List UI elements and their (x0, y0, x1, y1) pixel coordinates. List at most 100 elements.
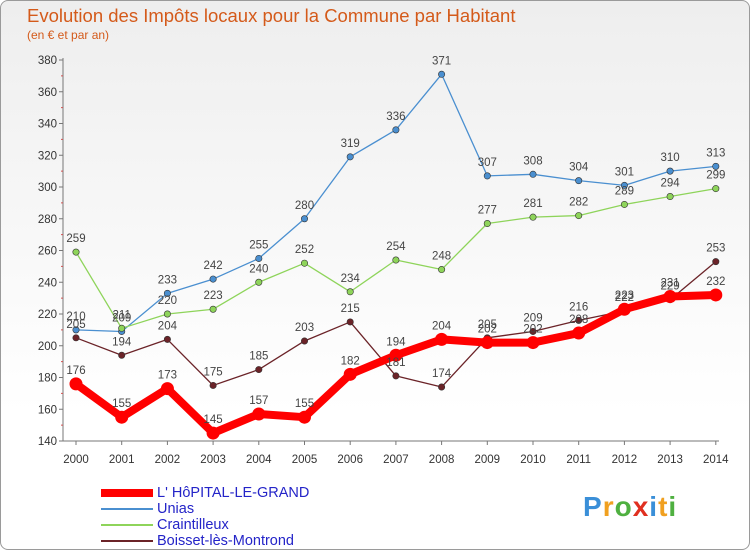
data-point (206, 426, 220, 440)
logo-letter: x (632, 491, 650, 522)
data-label: 215 (341, 303, 360, 315)
series-l-h-pital-le-grand (69, 288, 723, 440)
data-point (392, 126, 400, 134)
data-point (300, 215, 308, 223)
data-point (346, 318, 354, 326)
data-label: 205 (66, 319, 85, 331)
data-label: 208 (569, 314, 588, 326)
data-point (252, 407, 266, 421)
x-tick-label: 2008 (429, 454, 455, 466)
data-point (438, 70, 446, 78)
data-point (118, 351, 126, 359)
logo-letter: P (583, 491, 603, 522)
data-label: 280 (295, 200, 314, 212)
x-tick-label: 2012 (612, 454, 638, 466)
data-label: 277 (478, 205, 497, 217)
y-tick-label: 380 (38, 55, 57, 67)
data-label: 157 (249, 395, 268, 407)
data-label: 209 (523, 312, 542, 324)
data-label: 182 (341, 355, 360, 367)
data-label: 248 (432, 251, 451, 263)
legend-label: Unias (157, 501, 195, 517)
data-point (435, 332, 449, 346)
legend-label: Craintilleux (157, 517, 229, 533)
x-tick-label: 2011 (566, 454, 591, 466)
data-labels-layer: 210 209 233 242 255 280 319 336 371 307 308 304 301 3… (66, 55, 725, 426)
data-label: 216 (569, 301, 588, 313)
y-tick-label: 200 (38, 341, 57, 353)
data-point (300, 337, 308, 345)
data-point (209, 275, 217, 283)
data-label: 223 (204, 290, 223, 302)
y-tick-label: 260 (38, 246, 57, 258)
series-unias (72, 70, 720, 335)
data-point (617, 302, 631, 316)
data-point (480, 336, 494, 350)
data-label: 281 (523, 198, 542, 210)
data-point (526, 336, 540, 350)
data-point (72, 334, 80, 342)
data-point (666, 193, 674, 201)
data-point (209, 305, 217, 313)
data-label: 255 (249, 239, 268, 251)
data-point (163, 310, 171, 318)
data-label: 175 (204, 366, 223, 378)
data-label: 229 (661, 281, 680, 293)
x-tick-label: 2007 (383, 454, 409, 466)
x-tick-label: 2006 (337, 454, 363, 466)
data-label: 155 (112, 398, 131, 410)
data-point (575, 316, 583, 324)
data-label: 234 (341, 273, 361, 285)
logo-letter: t (658, 491, 669, 522)
data-label: 299 (706, 170, 725, 182)
data-point (209, 381, 217, 389)
data-point (298, 410, 311, 424)
x-tick-label: 2002 (155, 454, 181, 466)
x-tick-label: 2009 (475, 454, 501, 466)
data-point (575, 177, 583, 185)
data-label: 204 (432, 320, 452, 332)
data-label: 294 (661, 178, 681, 190)
data-label: 203 (295, 322, 314, 334)
legend-label: Boisset-lès-Montrond (157, 533, 294, 549)
data-label: 282 (569, 197, 588, 209)
data-point (255, 366, 263, 374)
data-label: 145 (204, 414, 223, 426)
data-label: 185 (249, 351, 268, 363)
chart-subtitle: (en € et par an) (27, 28, 110, 42)
data-point (72, 248, 80, 256)
data-label: 173 (158, 370, 177, 382)
data-point (575, 212, 583, 220)
data-label: 252 (295, 244, 314, 256)
y-tick-label: 240 (38, 277, 57, 289)
data-point (620, 181, 628, 189)
logo-letter: i (668, 491, 678, 522)
data-label: 194 (386, 336, 406, 348)
data-label: 211 (113, 309, 131, 321)
data-point (160, 382, 174, 396)
chart-title: Evolution des Impôts locaux pour la Comm… (27, 5, 516, 26)
data-point (712, 185, 720, 193)
data-label: 304 (569, 162, 589, 174)
x-tick-label: 2000 (63, 454, 89, 466)
data-point (483, 220, 491, 228)
data-point (483, 172, 491, 180)
x-tick-label: 2014 (703, 454, 729, 466)
y-tick-label: 180 (38, 373, 57, 385)
data-label: 242 (204, 260, 223, 272)
data-label: 210 (66, 311, 85, 323)
data-label: 319 (341, 138, 360, 150)
data-label: 371 (432, 55, 451, 67)
data-label: 336 (386, 111, 405, 123)
y-tick-label: 280 (38, 214, 57, 226)
legend-label: L' HôPITAL-LE-GRAND (157, 485, 310, 501)
y-tick-label: 300 (38, 182, 57, 194)
series-craintilleux (72, 185, 720, 332)
data-label: 253 (706, 243, 725, 255)
data-label: 301 (615, 166, 634, 178)
x-tick-label: 2003 (200, 454, 226, 466)
data-point (392, 372, 400, 380)
data-label: 209 (112, 312, 131, 324)
data-point (529, 327, 537, 335)
